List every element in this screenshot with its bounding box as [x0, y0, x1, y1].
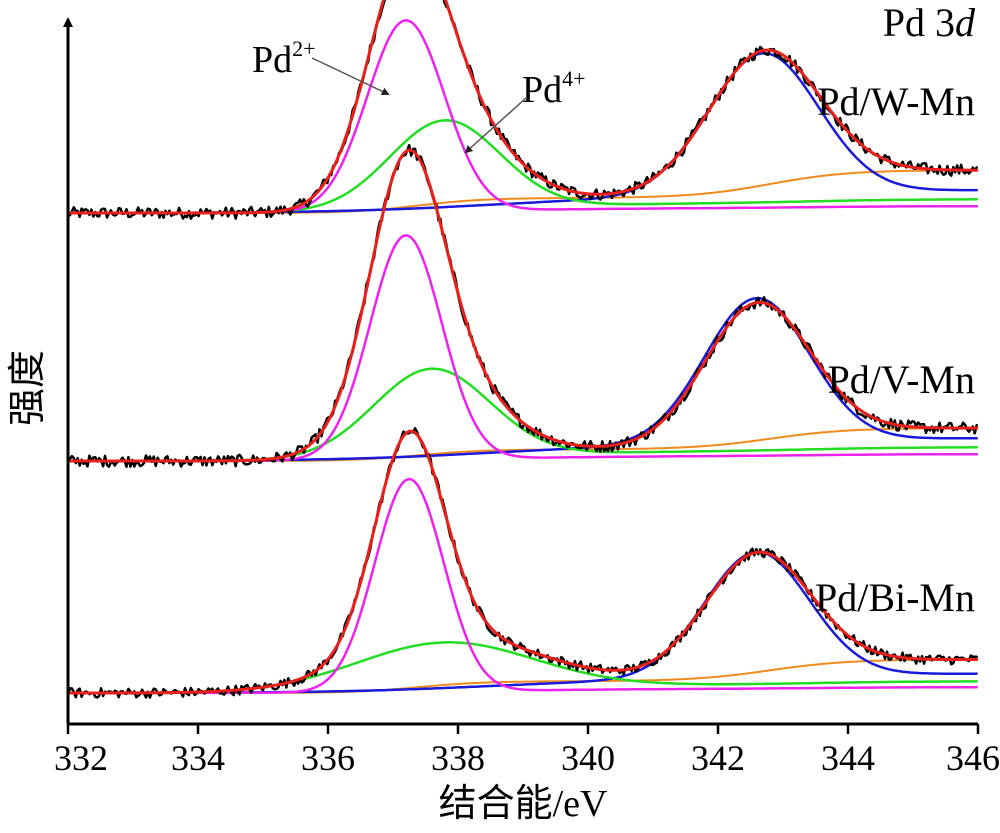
- fitted-envelope: [66, 148, 979, 463]
- x-tick-label-342: 342: [691, 738, 745, 778]
- chart-title: Pd 3d: [883, 0, 976, 45]
- x-axis-label: 结合能/eV: [439, 783, 608, 825]
- x-ticks: 332 334 336 338 340 342 344 346: [54, 724, 1000, 778]
- annotation-pd2: Pd2+: [252, 36, 390, 96]
- annotation-pd2-sup: 2+: [292, 36, 315, 61]
- annotation-pd4-base: Pd: [522, 69, 562, 111]
- y-axis-label: 强度: [7, 350, 49, 426]
- axes: 332 334 336 338 340 342 344 346: [54, 17, 1000, 778]
- panel-pd-w-mn: [66, 0, 979, 220]
- panel-pd-bi-mn: [66, 427, 979, 699]
- x-tick-label-346: 346: [946, 738, 1000, 778]
- raw-spectrum: [66, 427, 978, 699]
- fitted-envelope: [66, 0, 979, 215]
- plot-area: [66, 0, 979, 699]
- x-tick-label-334: 334: [171, 738, 225, 778]
- annotation-pd4: Pd4+: [464, 66, 586, 154]
- annotation-pd2-arrow: [311, 57, 390, 96]
- panel-label-bi-mn: Pd/Bi-Mn: [815, 575, 975, 620]
- annotation-pd4-sup: 4+: [562, 66, 585, 91]
- pd-3d32-component: [66, 550, 978, 695]
- svg-text:Pd4+: Pd4+: [522, 66, 586, 111]
- x-tick-label-344: 344: [821, 738, 875, 778]
- x-tick-label-338: 338: [431, 738, 485, 778]
- panel-pd-v-mn: [66, 143, 979, 468]
- x-tick-label-332: 332: [54, 738, 108, 778]
- fitted-envelope: [66, 429, 979, 695]
- x-tick-label-336: 336: [301, 738, 355, 778]
- panel-label-w-mn: Pd/W-Mn: [817, 79, 975, 124]
- annotation-pd2-base: Pd: [252, 39, 292, 81]
- x-tick-label-340: 340: [561, 738, 615, 778]
- panel-label-v-mn: Pd/V-Mn: [828, 357, 975, 402]
- raw-spectrum: [66, 143, 978, 468]
- svg-text:Pd2+: Pd2+: [252, 36, 316, 81]
- annotation-pd4-arrow: [464, 97, 527, 154]
